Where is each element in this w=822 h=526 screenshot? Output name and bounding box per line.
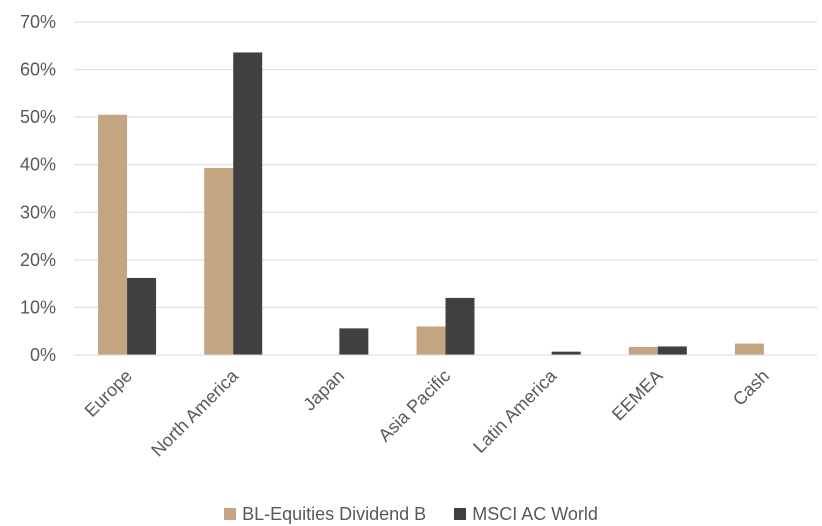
bar-series-1-eemea — [628, 346, 658, 355]
legend-item-series-2: MSCI AC World — [454, 504, 598, 525]
x-tick-label: Latin America — [469, 365, 561, 457]
y-tick-label: 50% — [20, 107, 56, 127]
y-tick-label: 40% — [20, 155, 56, 175]
x-tick-label: Cash — [729, 366, 773, 410]
y-axis: 0% 10% 20% 30% 40% 50% 60% 70% — [20, 12, 56, 365]
legend: BL-Equities Dividend B MSCI AC World — [0, 502, 822, 526]
legend-label-series-1: BL-Equities Dividend B — [242, 503, 427, 524]
y-tick-label: 70% — [20, 12, 56, 32]
x-tick-label: North America — [147, 365, 242, 460]
bar-series-1-cash — [734, 343, 764, 355]
bar-series-2-europe — [127, 277, 157, 355]
gridlines — [74, 21, 817, 308]
x-axis: Europe North America Japan Asia Pacific Lati… — [81, 365, 773, 460]
y-tick-label: 60% — [20, 60, 56, 80]
y-tick-label: 0% — [30, 345, 56, 365]
bar-series-2-japan — [339, 328, 369, 355]
x-tick-label: Japan — [299, 366, 348, 415]
bar-chart: 0% 10% 20% 30% 40% 50% 60% 70% Europe North Amer… — [20, 12, 817, 460]
legend-swatch-series-2 — [454, 508, 467, 520]
legend-swatch-series-1 — [224, 508, 237, 520]
bar-series-2-north-america — [233, 52, 263, 356]
legend-item-series-1: BL-Equities Dividend B — [224, 504, 426, 525]
bar-series-1-asia-pacific — [416, 326, 446, 355]
y-tick-label: 10% — [20, 297, 56, 317]
y-tick-label: 20% — [20, 250, 56, 270]
bars — [98, 52, 764, 356]
bar-series-2-latin-america — [551, 351, 581, 355]
legend-label-series-2: MSCI AC World — [472, 503, 598, 524]
bar-series-2-eemea — [657, 346, 687, 355]
y-tick-label: 30% — [20, 202, 56, 222]
x-tick-label: Europe — [81, 366, 136, 421]
bar-series-2-asia-pacific — [445, 297, 475, 355]
x-tick-label: EEMEA — [608, 366, 667, 425]
bar-series-1-europe — [98, 114, 128, 355]
bar-series-1-north-america — [204, 168, 234, 355]
x-tick-label: Asia Pacific — [374, 366, 454, 446]
